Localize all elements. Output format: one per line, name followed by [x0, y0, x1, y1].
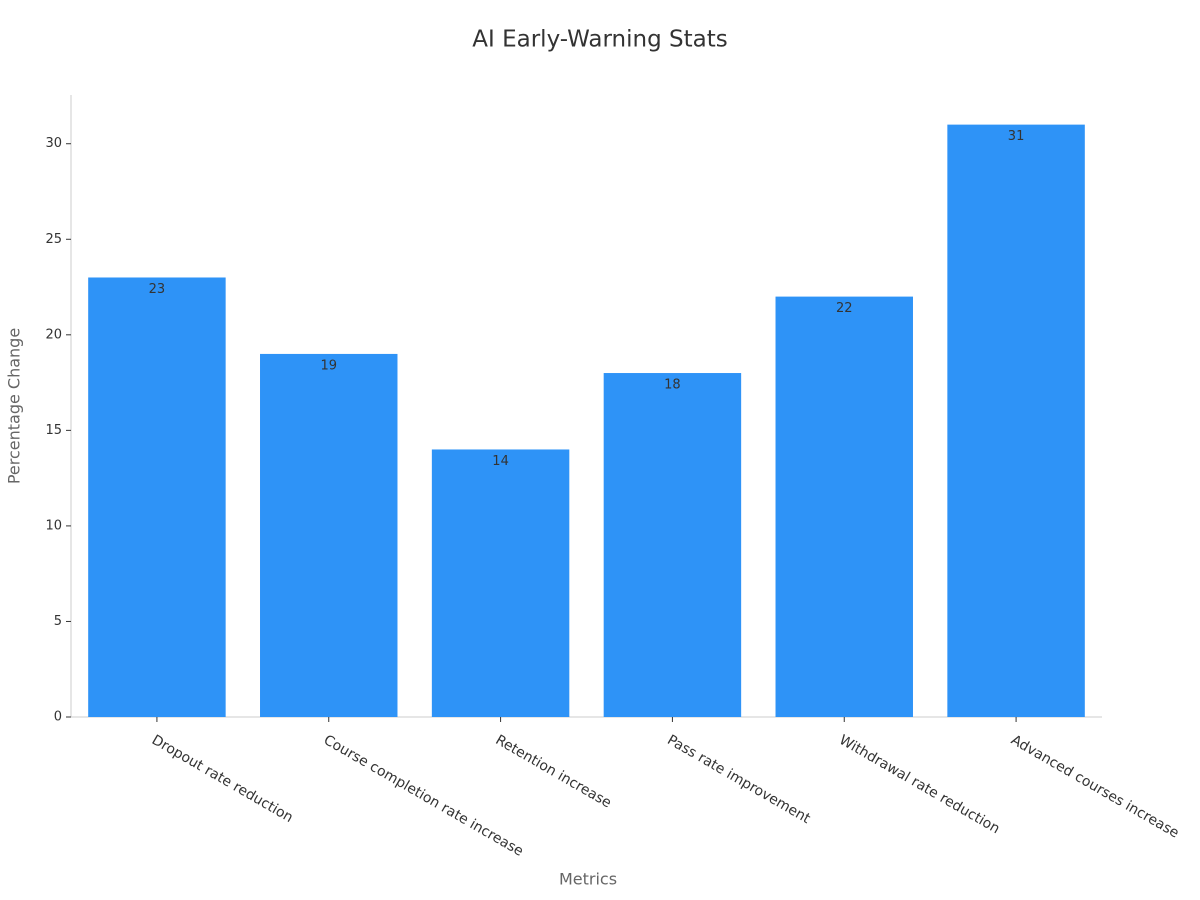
value-label: 19 [320, 358, 337, 373]
value-label: 31 [1008, 129, 1025, 144]
value-label: 18 [664, 378, 681, 393]
bar [88, 277, 226, 717]
bar [775, 296, 913, 717]
value-label: 22 [836, 301, 853, 316]
bar [260, 353, 398, 717]
x-axis-label: Metrics [559, 870, 617, 889]
x-tick-label: Dropout rate reduction [149, 732, 296, 826]
chart-title: AI Early-Warning Stats [472, 27, 727, 53]
y-axis-label: Percentage Change [5, 328, 24, 484]
bar [431, 449, 570, 717]
y-tick-label: 10 [45, 518, 62, 533]
y-tick-label: 30 [45, 136, 62, 151]
value-label: 23 [149, 282, 166, 297]
x-tick-label: Pass rate improvement [664, 732, 813, 827]
bar [603, 373, 742, 717]
y-tick-label: 20 [45, 327, 62, 342]
x-tick-label: Advanced courses increase [1008, 732, 1182, 841]
x-tick-label: Course completion rate increase [321, 732, 526, 860]
x-tick-label: Retention increase [493, 732, 614, 811]
value-label: 14 [492, 454, 509, 469]
x-tick-label: Withdrawal rate reduction [836, 732, 1002, 837]
y-tick-label: 0 [54, 710, 62, 725]
y-tick-label: 5 [54, 614, 62, 629]
y-tick-label: 25 [45, 232, 62, 247]
bar [947, 124, 1085, 718]
y-tick-label: 15 [45, 423, 62, 438]
